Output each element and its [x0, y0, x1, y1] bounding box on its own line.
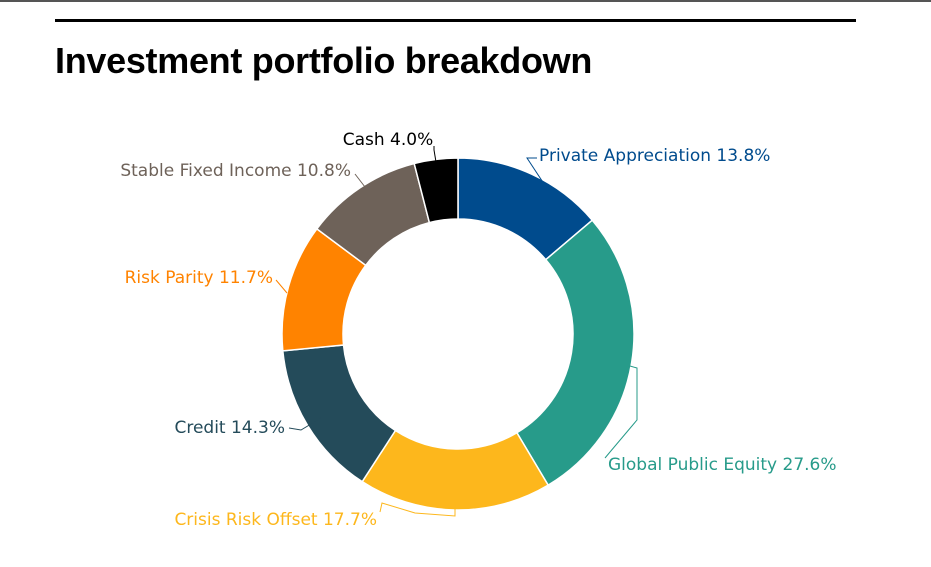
- leader-line-cash: [433, 146, 437, 163]
- slice-crisis-risk-offset: [361, 429, 550, 511]
- title-rule: [55, 19, 856, 22]
- label-risk-parity: Risk Parity 11.7%: [125, 268, 273, 288]
- label-private-appreciation: Private Appreciation 13.8%: [539, 146, 770, 166]
- label-credit: Credit 14.3%: [174, 418, 285, 438]
- leader-line-crisis-risk-offset: [379, 502, 456, 517]
- leader-line-stable-fixed-income: [354, 173, 366, 188]
- leader-line-risk-parity: [275, 279, 288, 294]
- label-global-public-equity: Global Public Equity 27.6%: [608, 455, 837, 475]
- label-cash: Cash 4.0%: [343, 130, 434, 150]
- label-stable-fixed-income: Stable Fixed Income 10.8%: [120, 161, 351, 181]
- leader-line-private-appreciation: [526, 157, 553, 197]
- slice-cash: [413, 157, 459, 224]
- chart-title: Investment portfolio breakdown: [55, 40, 593, 81]
- label-crisis-risk-offset: Crisis Risk Offset 17.7%: [174, 510, 377, 530]
- slice-global-public-equity: [515, 219, 635, 487]
- top-border: [0, 0, 931, 2]
- leader-line-global-public-equity: [604, 365, 638, 459]
- leader-line-credit: [288, 417, 322, 431]
